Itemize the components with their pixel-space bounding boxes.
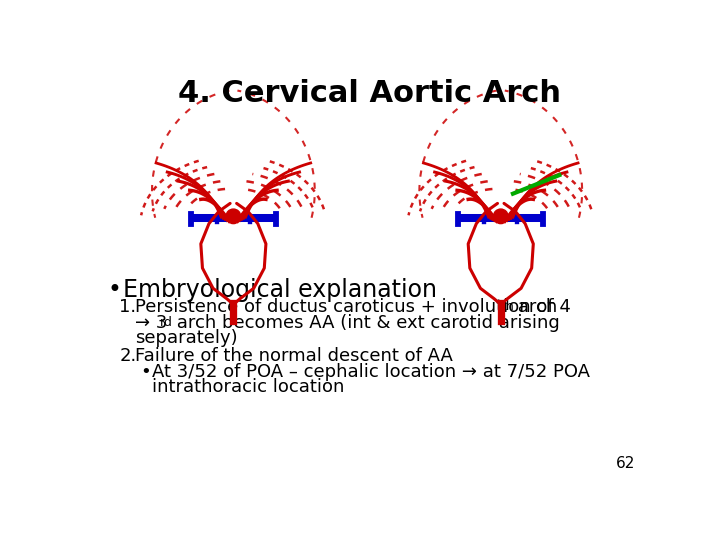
- Text: 4. Cervical Aortic Arch: 4. Cervical Aortic Arch: [178, 79, 560, 107]
- Text: arch becomes AA (int & ext carotid arising: arch becomes AA (int & ext carotid arisi…: [171, 314, 559, 332]
- Ellipse shape: [493, 209, 508, 224]
- Text: arch: arch: [513, 298, 557, 316]
- Text: → 3: → 3: [135, 314, 167, 332]
- Text: •: •: [140, 363, 151, 381]
- Text: •: •: [107, 278, 121, 302]
- Text: th: th: [502, 300, 514, 313]
- Text: 2.: 2.: [120, 347, 137, 364]
- Text: At 3/52 of POA – cephalic location → at 7/52 POA: At 3/52 of POA – cephalic location → at …: [152, 363, 590, 381]
- Text: rd: rd: [160, 316, 173, 329]
- Text: intrathoracic location: intrathoracic location: [152, 378, 344, 396]
- Text: separately): separately): [135, 329, 238, 347]
- Text: Failure of the normal descent of AA: Failure of the normal descent of AA: [135, 347, 453, 364]
- Text: 1.: 1.: [120, 298, 137, 316]
- Text: Persistence of ductus caroticus + involution of 4: Persistence of ductus caroticus + involu…: [135, 298, 571, 316]
- Ellipse shape: [226, 209, 240, 224]
- Text: 62: 62: [616, 456, 635, 471]
- Text: Embryological explanation: Embryological explanation: [122, 278, 436, 302]
